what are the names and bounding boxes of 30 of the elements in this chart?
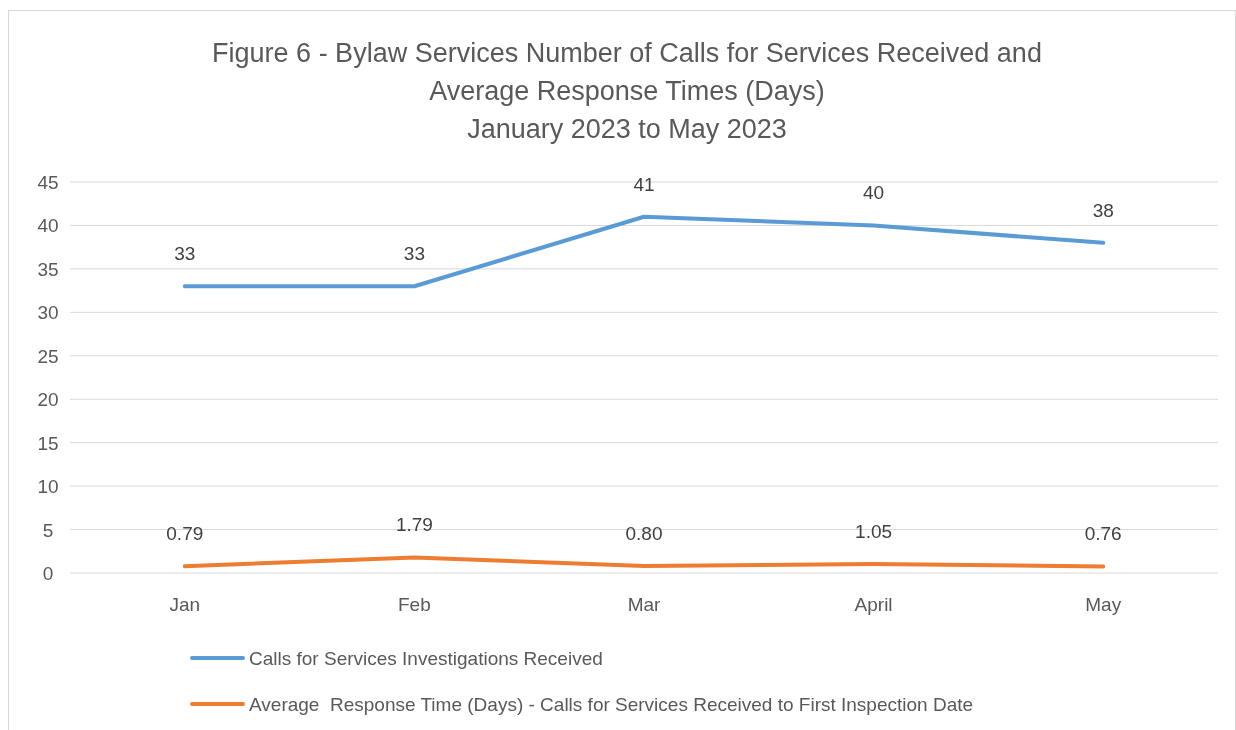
y-tick-label: 35	[37, 258, 59, 280]
data-label: 33	[403, 243, 425, 265]
chart-title: Figure 6 - Bylaw Services Number of Calls for Services Received and Average Response Times (Days)	[212, 38, 1042, 106]
data-label: 41	[633, 173, 655, 195]
data-label: 40	[863, 182, 885, 204]
data-label: 38	[1092, 199, 1114, 221]
line-series	[182, 555, 1106, 569]
data-label: 0.79	[166, 523, 204, 545]
y-tick-label: 25	[37, 345, 59, 367]
y-tick-label: 15	[37, 432, 59, 454]
data-label: 1.05	[855, 520, 893, 542]
x-tick-label: April	[854, 594, 893, 615]
x-tick-label: Mar	[627, 594, 662, 615]
data-label: 0.80	[625, 523, 663, 545]
y-tick-label: 45	[37, 172, 59, 193]
y-tick-label: 0	[42, 563, 54, 584]
y-tick-label: 30	[37, 302, 59, 324]
y-tick-label: 5	[42, 519, 54, 541]
y-tick-label: 20	[37, 389, 59, 411]
data-label: 1.79	[395, 514, 433, 536]
x-tick-label: Feb	[398, 594, 431, 615]
x-tick-label: Jan	[169, 594, 201, 615]
legend-label: Average Response Time (Days) - Calls for Services Received to First Inspection Date	[249, 694, 974, 715]
x-tick-label: May	[1085, 594, 1122, 615]
y-tick-label: 40	[37, 215, 59, 237]
data-label: 0.76	[1084, 523, 1122, 545]
data-label: 33	[174, 243, 196, 265]
y-tick-label: 10	[37, 476, 59, 498]
chart-subtitle: January 2023 to May 2023	[467, 114, 787, 144]
legend-label: Calls for Services Investigations Received	[249, 648, 603, 669]
